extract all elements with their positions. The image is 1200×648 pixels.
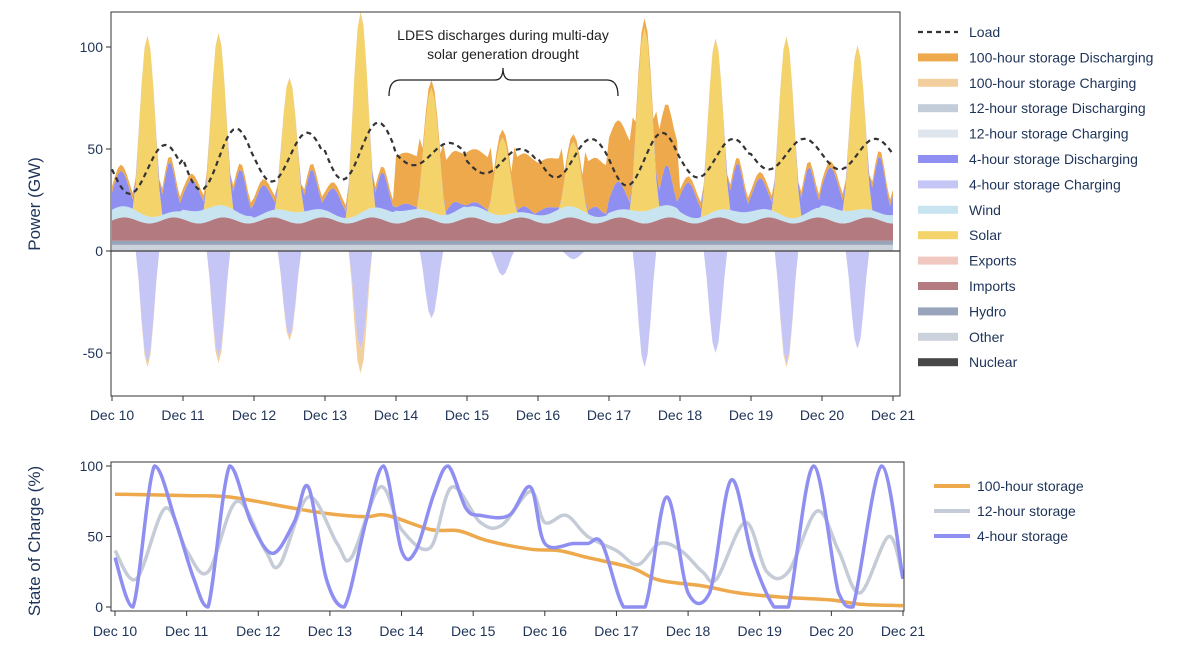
soc-x-tick-label: Dec 16	[523, 623, 568, 639]
legend-label: Nuclear	[969, 354, 1018, 370]
soc-legend-label: 4-hour storage	[977, 528, 1068, 544]
power-x-tick-label: Dec 12	[232, 407, 277, 423]
power-x-tick-label: Dec 18	[658, 407, 703, 423]
soc-line-12h	[113, 485, 904, 595]
power-chart: -50 0 50 100 Dec 10 Dec 11 Dec 12 Dec 13 Dec 14…	[25, 11, 1153, 423]
legend-label: Hydro	[969, 303, 1007, 319]
legend-swatch	[918, 205, 958, 214]
load-line	[111, 121, 894, 196]
soc-lines	[113, 464, 904, 609]
soc-x-tick-label: Dec 20	[809, 623, 854, 639]
power-x-tick-label: Dec 11	[161, 407, 205, 423]
area-hydro	[112, 240, 893, 245]
legend-label: Other	[969, 329, 1004, 345]
legend-swatch	[918, 104, 958, 113]
power-y-tick-label: -50	[83, 345, 103, 361]
soc-x-tick-label: Dec 19	[738, 623, 783, 639]
annotation-line-2: solar generation drought	[427, 46, 579, 62]
soc-x-tick-label: Dec 18	[666, 623, 711, 639]
legend-swatch	[918, 332, 958, 341]
legend-label: Imports	[969, 278, 1016, 294]
area-solar	[112, 13, 893, 219]
power-plot-frame	[110, 11, 901, 397]
power-y-tick-label: 100	[80, 39, 104, 55]
soc-x-tick-label: Dec 14	[379, 623, 424, 639]
soc-y-tick-label: 0	[95, 599, 103, 615]
soc-line-100h	[114, 492, 904, 608]
power-x-tick-label: Dec 20	[800, 407, 845, 423]
legend-label: 100-hour storage Charging	[969, 75, 1136, 91]
legend-label: Load	[969, 24, 1000, 40]
legend-swatch	[918, 53, 958, 62]
power-x-tick-label: Dec 19	[729, 407, 774, 423]
legend-label: 12-hour storage Discharging	[969, 100, 1146, 116]
legend-swatch	[918, 231, 958, 240]
soc-y-axis: 0 50 100	[80, 458, 111, 615]
soc-x-tick-label: Dec 15	[451, 623, 496, 639]
legend-label: Exports	[969, 253, 1016, 269]
soc-line-4h	[113, 464, 904, 609]
legend-swatch	[918, 180, 958, 189]
legend-label: Solar	[969, 227, 1002, 243]
legend-swatch	[918, 358, 958, 367]
power-legend: Load 100-hour storage Discharging 100-hour…	[918, 24, 1153, 370]
annotation-line-1: LDES discharges during multi-day	[397, 27, 609, 43]
soc-x-axis: Dec 10 Dec 11 Dec 12 Dec 13 Dec 14 Dec 15 Dec …	[93, 611, 926, 639]
power-y-tick-label: 50	[87, 141, 103, 157]
power-y-axis: -50 0 50 100	[80, 39, 111, 361]
legend-label: 100-hour storage Discharging	[969, 49, 1153, 65]
soc-y-tick-label: 50	[87, 529, 103, 545]
legend-label: 4-hour storage Discharging	[969, 151, 1138, 167]
power-x-tick-label: Dec 17	[587, 407, 632, 423]
power-x-tick-label: Dec 15	[445, 407, 490, 423]
soc-plot-frame	[110, 461, 905, 612]
area-4h-charging	[112, 251, 893, 368]
legend-swatch	[918, 282, 958, 290]
soc-x-tick-label: Dec 13	[308, 623, 353, 639]
soc-y-axis-label: State of Charge (%)	[25, 466, 44, 616]
area-4h-discharging	[112, 13, 893, 219]
legend-swatch	[918, 307, 958, 316]
legend-swatch	[918, 129, 958, 138]
soc-legend-label: 12-hour storage	[977, 503, 1076, 519]
soc-x-tick-label: Dec 12	[236, 623, 281, 639]
annotation: LDES discharges during multi-day solar g…	[388, 27, 619, 97]
power-stack-areas	[111, 12, 900, 374]
legend-swatch	[918, 256, 958, 265]
power-x-tick-label: Dec 10	[90, 407, 135, 423]
power-x-tick-label: Dec 21	[871, 407, 916, 423]
area-wind	[112, 205, 893, 224]
soc-x-tick-label: Dec 11	[165, 623, 209, 639]
power-x-axis: Dec 10 Dec 11 Dec 12 Dec 13 Dec 14 Dec 15 Dec …	[90, 396, 916, 423]
area-other	[112, 244, 893, 251]
power-y-tick-label: 0	[95, 243, 103, 259]
annotation-brace	[388, 67, 619, 97]
soc-legend: 100-hour storage 12-hour storage 4-hour st…	[934, 478, 1084, 544]
soc-x-tick-label: Dec 21	[881, 623, 926, 639]
soc-y-tick-label: 100	[80, 458, 104, 474]
legend-label: 4-hour storage Charging	[969, 176, 1121, 192]
soc-x-tick-label: Dec 10	[93, 623, 138, 639]
legend-swatch	[918, 155, 958, 163]
power-x-tick-label: Dec 16	[516, 407, 561, 423]
legend-label: 12-hour storage Charging	[969, 126, 1129, 142]
legend-swatch	[918, 78, 958, 87]
legend-label: Wind	[969, 202, 1001, 218]
power-x-tick-label: Dec 14	[374, 407, 419, 423]
power-x-tick-label: Dec 13	[303, 407, 348, 423]
soc-legend-label: 100-hour storage	[977, 478, 1084, 494]
soc-x-tick-label: Dec 17	[594, 623, 639, 639]
power-y-axis-label: Power (GW)	[25, 157, 44, 251]
area-imports	[112, 217, 893, 241]
